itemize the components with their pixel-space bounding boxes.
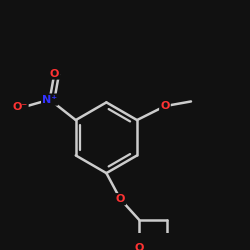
Text: N⁺: N⁺ [42, 94, 57, 104]
Text: O: O [50, 68, 59, 78]
Text: O: O [116, 194, 125, 204]
Text: O: O [160, 101, 170, 111]
Text: O⁻: O⁻ [12, 102, 28, 112]
Text: O: O [134, 242, 144, 250]
